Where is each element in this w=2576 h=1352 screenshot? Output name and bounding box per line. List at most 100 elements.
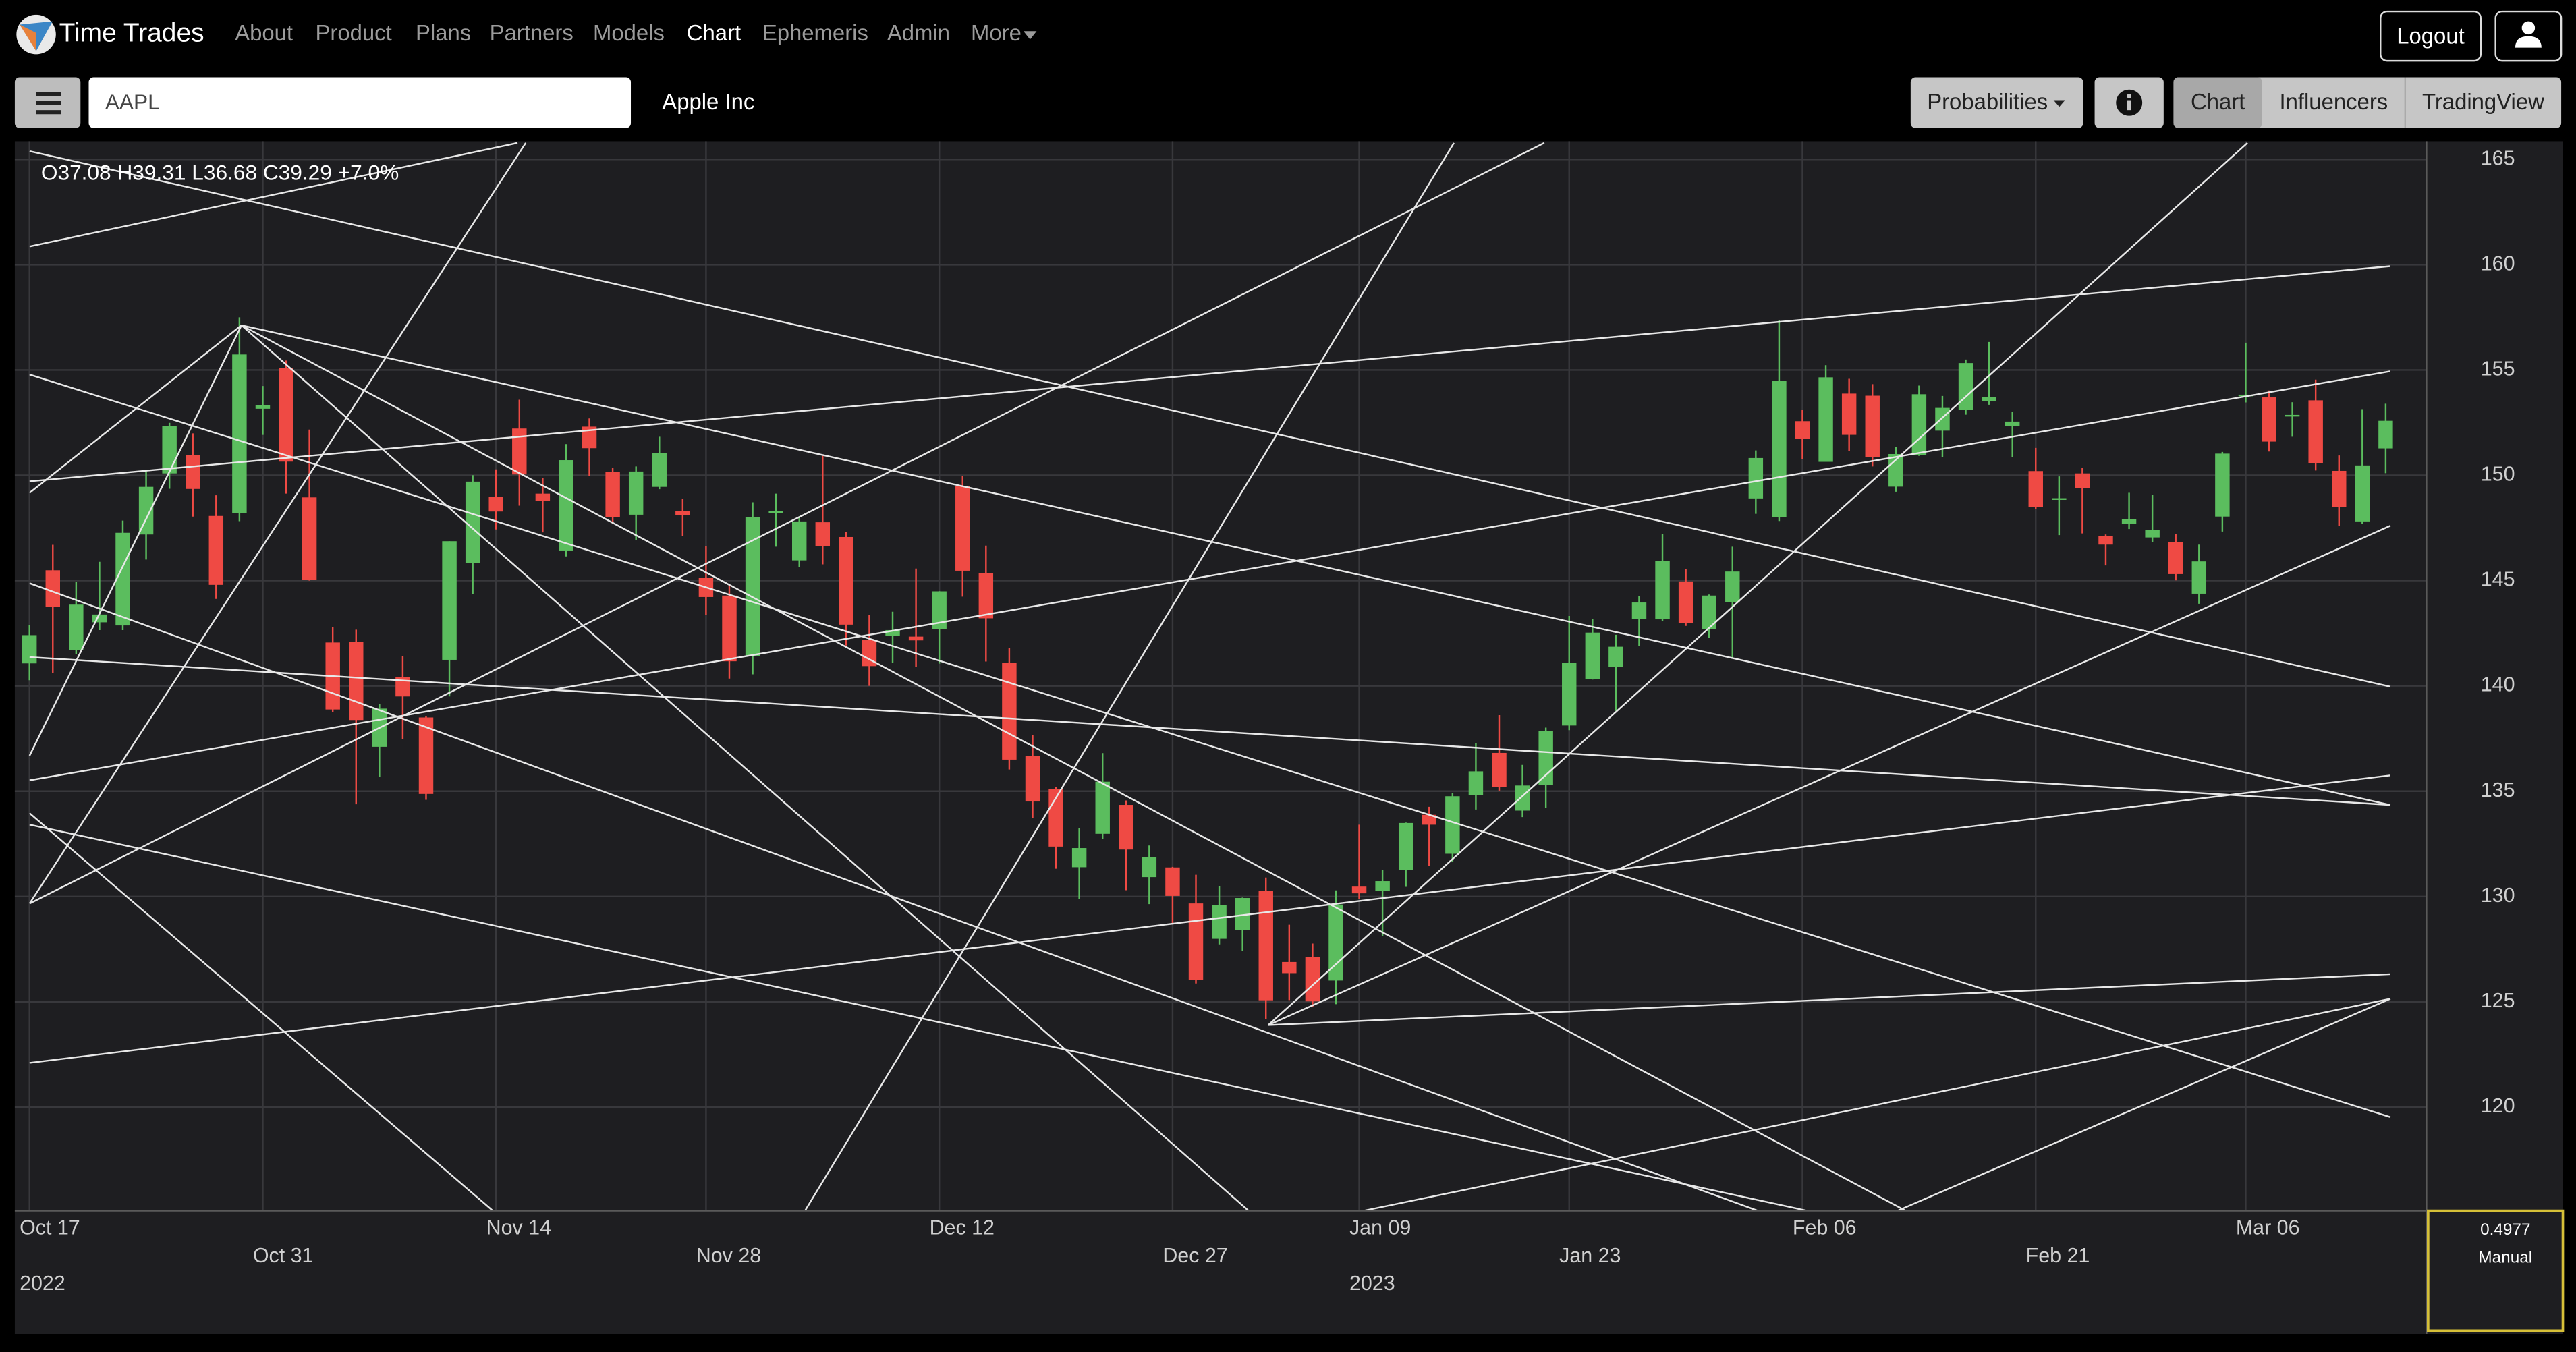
- trend-line: [29, 142, 1545, 905]
- candle-body: [1911, 394, 1927, 455]
- nav-link[interactable]: More: [971, 20, 1021, 45]
- candle-body: [885, 629, 900, 637]
- y-tick-label: 155: [2481, 357, 2515, 380]
- candle-body: [2005, 421, 2020, 426]
- x-tick-label: Jan 23: [1559, 1244, 1621, 1267]
- menu-icon: [36, 110, 61, 115]
- trend-line: [241, 324, 2391, 806]
- candle-body: [2215, 453, 2230, 517]
- candle-body: [1608, 646, 1623, 667]
- ohlc-legend: O37.08 H39.31 L36.68 C39.29 +7.0%: [41, 160, 399, 184]
- trend-lines: [28, 142, 2391, 1211]
- x-tick-label: Dec 12: [930, 1216, 995, 1239]
- probabilities-button[interactable]: [1910, 77, 2083, 128]
- trend-line: [29, 265, 2390, 482]
- caret: [2053, 100, 2065, 107]
- nav-link[interactable]: Product: [316, 20, 392, 45]
- view-tab-label[interactable]: Chart: [2191, 89, 2245, 114]
- view-tab-label[interactable]: TradingView: [2422, 89, 2544, 114]
- y-tick-label: 120: [2481, 1094, 2515, 1117]
- candle-body: [1678, 581, 1693, 623]
- view-tab-label[interactable]: Influencers: [2279, 89, 2388, 114]
- symbol-input[interactable]: [88, 77, 632, 128]
- panel-mode: Manual: [2478, 1249, 2532, 1267]
- candle-body: [1841, 393, 1857, 435]
- nav-link[interactable]: About: [235, 20, 293, 45]
- candle-body: [1165, 867, 1180, 896]
- trend-line: [804, 142, 1455, 1211]
- candle-body: [302, 497, 317, 580]
- navbar: Time Trades About Product Plans Partners…: [16, 10, 2563, 62]
- trend-line: [1268, 973, 2390, 1026]
- candle-body: [2121, 519, 2137, 524]
- toolbar: AAPL Apple Inc Probabilities Chart Influ…: [14, 77, 2562, 128]
- candle-body: [442, 541, 457, 660]
- nav-link[interactable]: Partners: [490, 20, 573, 45]
- candle-body: [279, 368, 293, 462]
- nav-link[interactable]: Models: [593, 20, 665, 45]
- nav-link[interactable]: Plans: [416, 20, 471, 45]
- candle-body: [1212, 905, 1227, 939]
- nav-link[interactable]: Admin: [887, 20, 950, 45]
- candle-body: [1795, 421, 1810, 439]
- trend-line: [29, 812, 494, 1211]
- user-button[interactable]: [2494, 10, 2563, 62]
- candle-body: [1305, 957, 1320, 1002]
- chart-background: [14, 141, 2563, 1334]
- candle-body: [2378, 420, 2393, 449]
- menu-icon: [36, 92, 61, 96]
- candle-body: [839, 536, 853, 625]
- candle-body: [1095, 781, 1110, 834]
- trend-line: [29, 150, 2391, 688]
- logout-button[interactable]: [2380, 10, 2482, 62]
- candle-body: [815, 522, 831, 546]
- trend-line: [1267, 142, 2248, 1026]
- candle-body: [1538, 731, 1553, 786]
- brand[interactable]: Time Trades: [59, 18, 204, 47]
- trend-line: [28, 325, 243, 756]
- candle-body: [418, 717, 434, 794]
- candle-body: [2028, 471, 2043, 507]
- trend-line: [29, 374, 2391, 1118]
- candle-body: [2355, 465, 2370, 522]
- user-icon: [2515, 36, 2542, 48]
- trend-line: [29, 656, 2390, 806]
- candle-body: [1748, 457, 1764, 499]
- y-tick-label: 165: [2481, 146, 2515, 169]
- candle-body: [69, 604, 84, 650]
- candles: [22, 317, 2393, 1019]
- probabilities-label: Probabilities: [1927, 89, 2048, 114]
- candle-body: [1702, 595, 1716, 629]
- candle-body: [115, 532, 130, 626]
- candle-body: [1655, 561, 1670, 620]
- candle-body: [791, 521, 807, 561]
- x-tick-label: Oct 17: [20, 1216, 80, 1239]
- mode-panel[interactable]: [2427, 1209, 2565, 1332]
- symbol-value: AAPL: [105, 90, 160, 114]
- candle-body: [232, 354, 247, 513]
- trend-line: [29, 824, 1808, 1211]
- trend-line: [28, 142, 527, 904]
- candle-body: [1772, 381, 1787, 517]
- candle-body: [1725, 571, 1740, 602]
- nav-link-active[interactable]: Chart: [687, 20, 741, 45]
- candle-body: [628, 471, 644, 515]
- axes: 120 125 130 135 140 145 150 155 160 165 Oct 17 Oct …: [20, 146, 2515, 1295]
- candle-body: [1002, 663, 1017, 760]
- candle-body: [465, 481, 480, 563]
- x-tick-label: Nov 28: [696, 1244, 761, 1267]
- nav-link[interactable]: Ephemeris: [762, 20, 868, 45]
- candle-body: [349, 642, 364, 721]
- candle-body: [862, 640, 877, 667]
- trend-line: [1268, 525, 2391, 1026]
- candle-body: [1258, 891, 1273, 1001]
- y-tick-label: 160: [2481, 252, 2515, 275]
- candle-body: [1235, 898, 1250, 930]
- candle-body: [1282, 961, 1297, 974]
- user-icon: [2521, 21, 2536, 35]
- view-tab-active[interactable]: [2173, 77, 2262, 128]
- trend-line: [241, 325, 1250, 1211]
- candle-body: [978, 573, 994, 619]
